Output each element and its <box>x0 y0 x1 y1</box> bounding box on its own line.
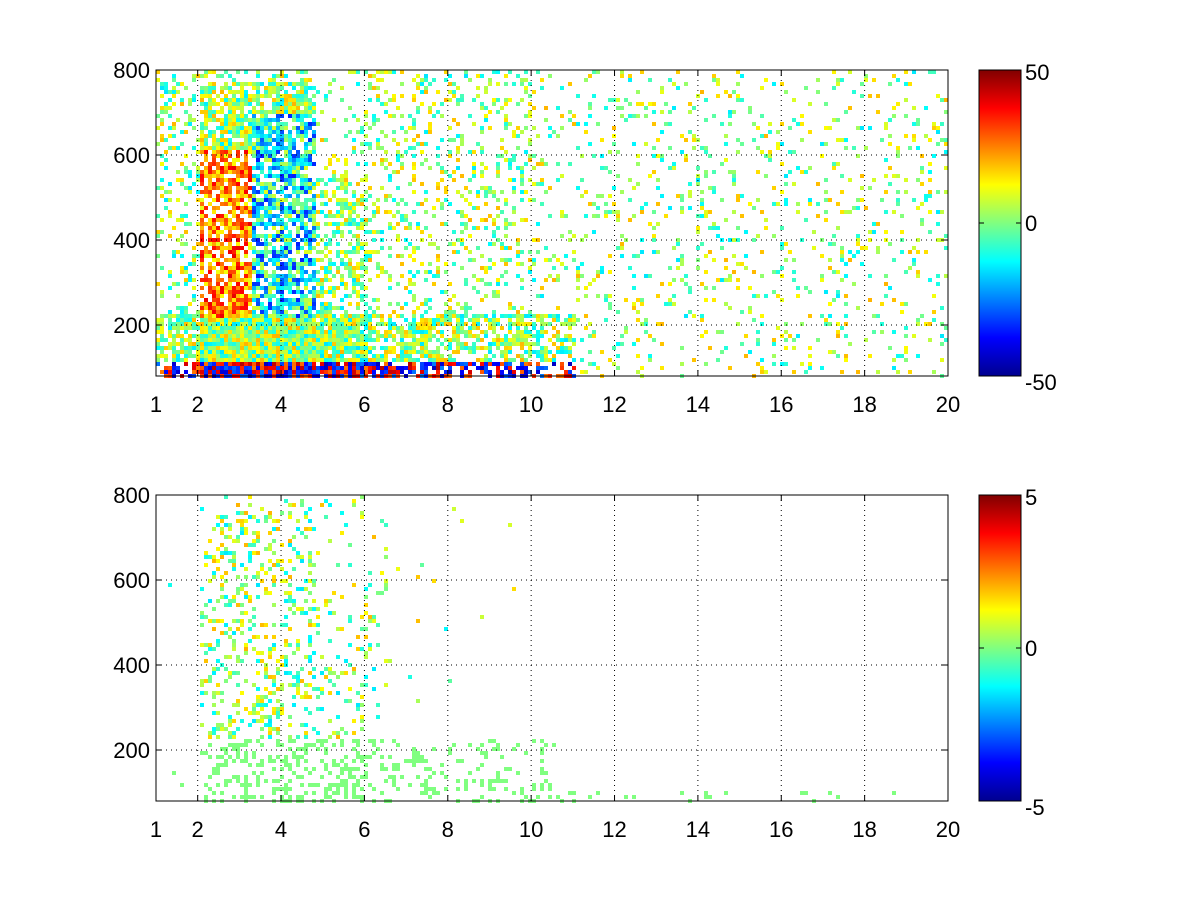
x-tick-label: 6 <box>358 392 370 417</box>
y-tick-label: 200 <box>113 313 150 338</box>
x-tick-label: 2 <box>192 817 204 842</box>
colorbar-tick-label: -50 <box>1025 370 1057 395</box>
x-tick-label: 14 <box>686 817 710 842</box>
x-tick-label: 10 <box>519 817 543 842</box>
grid <box>156 495 948 801</box>
x-tick-label: 16 <box>769 392 793 417</box>
y-tick-label: 600 <box>113 143 150 168</box>
x-tick-label: 8 <box>442 392 454 417</box>
x-tick-label: 20 <box>936 392 960 417</box>
y-tick-label: 800 <box>113 58 150 83</box>
x-tick-label: 6 <box>358 817 370 842</box>
y-tick-label: 400 <box>113 653 150 678</box>
y-tick-label: 200 <box>113 738 150 763</box>
x-tick-label: 14 <box>686 392 710 417</box>
colorbar <box>978 69 1022 377</box>
x-tick-label: 12 <box>602 392 626 417</box>
x-tick-label: 1 <box>150 392 162 417</box>
y-tick-label: 400 <box>113 228 150 253</box>
y-tick-label: 800 <box>113 483 150 508</box>
axes-frame <box>155 494 949 802</box>
y-tick-label: 600 <box>113 568 150 593</box>
axes-frame <box>155 69 949 377</box>
grid <box>156 70 948 376</box>
x-tick-label: 10 <box>519 392 543 417</box>
heatmap-cells <box>168 495 896 803</box>
x-tick-label: 8 <box>442 817 454 842</box>
x-tick-label: 2 <box>192 392 204 417</box>
x-tick-label: 12 <box>602 817 626 842</box>
x-tick-label: 4 <box>275 392 287 417</box>
x-tick-label: 1 <box>150 817 162 842</box>
colorbar <box>978 494 1022 802</box>
x-tick-label: 16 <box>769 817 793 842</box>
colorbar-tick-label: 0 <box>1025 211 1037 236</box>
x-tick-label: 18 <box>852 817 876 842</box>
x-tick-label: 20 <box>936 817 960 842</box>
colorbar-tick-label: -5 <box>1025 795 1045 820</box>
colorbar-tick-label: 50 <box>1025 60 1049 85</box>
x-tick-label: 4 <box>275 817 287 842</box>
colorbar-tick-label: 5 <box>1025 485 1037 510</box>
colorbar-tick-label: 0 <box>1025 636 1037 661</box>
x-tick-label: 18 <box>852 392 876 417</box>
